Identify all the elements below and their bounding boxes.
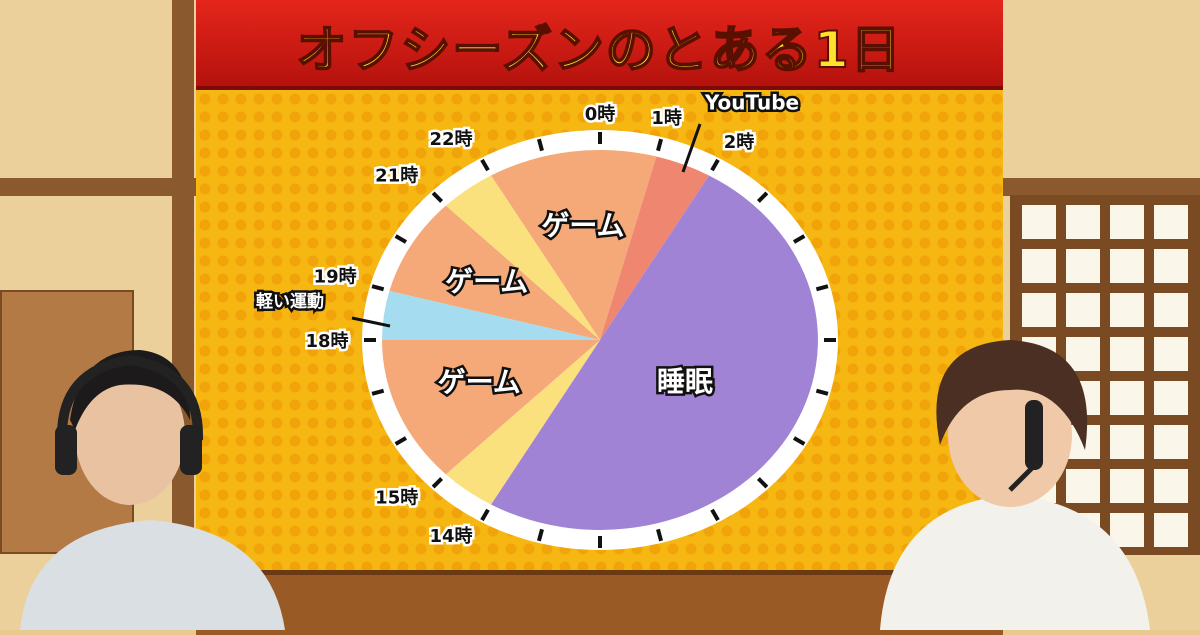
shoji-pane xyxy=(1066,337,1100,371)
hour-label: 19時 xyxy=(314,267,357,288)
hour-label: 1時 xyxy=(651,108,682,129)
pie-slice xyxy=(445,175,600,340)
hour-tick xyxy=(710,158,720,172)
shoji-pane xyxy=(1022,293,1056,327)
hour-label: 22時 xyxy=(429,129,472,150)
shoji-pane xyxy=(1110,469,1144,503)
pie-slice xyxy=(389,205,600,340)
hour-tick xyxy=(536,528,544,542)
shoji-pane xyxy=(1154,249,1188,283)
slice-label: ゲーム xyxy=(438,366,521,399)
hour-tick xyxy=(371,388,385,396)
hour-tick xyxy=(815,284,829,292)
pie-slice xyxy=(381,290,600,340)
hour-label: 14時 xyxy=(429,526,472,547)
shoji-pane xyxy=(1154,469,1188,503)
shoji-pane xyxy=(1022,205,1056,239)
pie-slice xyxy=(491,150,657,340)
shoji-pane xyxy=(1066,205,1100,239)
pie-slice xyxy=(600,156,709,340)
hour-tick xyxy=(656,528,664,542)
hour-tick xyxy=(394,436,408,446)
shoji-pane xyxy=(1110,337,1144,371)
shoji-pane xyxy=(1110,381,1144,415)
slice-label: 睡眠 xyxy=(657,365,713,398)
hour-label: 0時 xyxy=(585,104,616,125)
hour-tick xyxy=(394,234,408,244)
floor xyxy=(196,570,1003,635)
slice-label: ゲーム xyxy=(541,209,624,242)
pie-slice xyxy=(491,175,818,530)
hour-label: 2時 xyxy=(724,132,755,153)
hour-tick xyxy=(792,234,806,244)
hour-tick xyxy=(656,138,664,152)
slice-label-exercise: 軽い運動 xyxy=(256,291,324,312)
slice-label: ゲーム xyxy=(445,265,528,298)
hour-label: 21時 xyxy=(375,166,418,187)
hour-tick xyxy=(815,388,829,396)
person-right xyxy=(880,340,1150,630)
slice-label-youtube: YouTube xyxy=(704,91,799,115)
shoji-pane xyxy=(1110,293,1144,327)
hour-label: 15時 xyxy=(375,487,418,508)
shoji-pane xyxy=(1066,293,1100,327)
shoji-pane xyxy=(1110,249,1144,283)
hour-tick xyxy=(480,508,490,522)
hour-tick xyxy=(431,191,444,203)
person-left xyxy=(20,350,285,630)
shoji-pane xyxy=(1154,513,1188,547)
callout-line xyxy=(681,123,702,173)
shoji-pane xyxy=(1066,469,1100,503)
hour-tick xyxy=(371,284,385,292)
hour-tick xyxy=(431,477,444,489)
hour-tick xyxy=(792,436,806,446)
shoji-pane xyxy=(1110,513,1144,547)
shoji-pane xyxy=(1154,381,1188,415)
wooden-beam xyxy=(0,178,196,196)
shoji-pane xyxy=(1154,425,1188,459)
hour-tick xyxy=(536,138,544,152)
pie-slice xyxy=(445,340,600,505)
hour-tick xyxy=(756,477,769,489)
chart-title: オフシーズンのとある1日 xyxy=(295,20,903,80)
shoji-pane xyxy=(1066,249,1100,283)
callout-line xyxy=(351,316,391,328)
hour-tick xyxy=(710,508,720,522)
shoji-pane xyxy=(1154,293,1188,327)
shoji-pane xyxy=(1110,205,1144,239)
hour-tick xyxy=(756,191,769,203)
hour-tick xyxy=(480,158,490,172)
wooden-beam xyxy=(1003,178,1200,196)
shoji-pane xyxy=(1154,337,1188,371)
shoji-pane xyxy=(1110,425,1144,459)
title-banner: オフシーズンのとある1日 xyxy=(196,0,1003,90)
shoji-pane xyxy=(1022,249,1056,283)
shoji-pane xyxy=(1154,205,1188,239)
hour-label: 18時 xyxy=(305,331,348,352)
pie-slice xyxy=(382,340,600,475)
